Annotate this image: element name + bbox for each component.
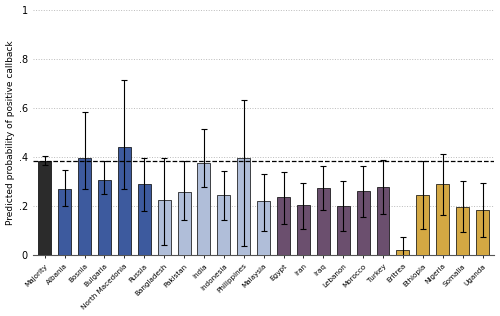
Bar	[456, 207, 469, 255]
Bar	[138, 184, 150, 255]
Bar	[476, 210, 489, 255]
Bar	[178, 192, 190, 255]
Bar	[297, 205, 310, 255]
Bar	[78, 158, 91, 255]
Bar	[218, 195, 230, 255]
Bar	[356, 191, 370, 255]
Bar	[58, 189, 71, 255]
Bar	[416, 195, 430, 255]
Bar	[38, 161, 51, 255]
Bar	[396, 250, 409, 255]
Y-axis label: Predicted probability of positive callback: Predicted probability of positive callba…	[6, 40, 15, 225]
Bar	[317, 188, 330, 255]
Bar	[158, 200, 170, 255]
Bar	[257, 201, 270, 255]
Bar	[118, 147, 131, 255]
Bar	[376, 187, 390, 255]
Bar	[98, 180, 111, 255]
Bar	[337, 206, 349, 255]
Bar	[277, 198, 290, 255]
Bar	[436, 184, 449, 255]
Bar	[238, 158, 250, 255]
Bar	[198, 163, 210, 255]
